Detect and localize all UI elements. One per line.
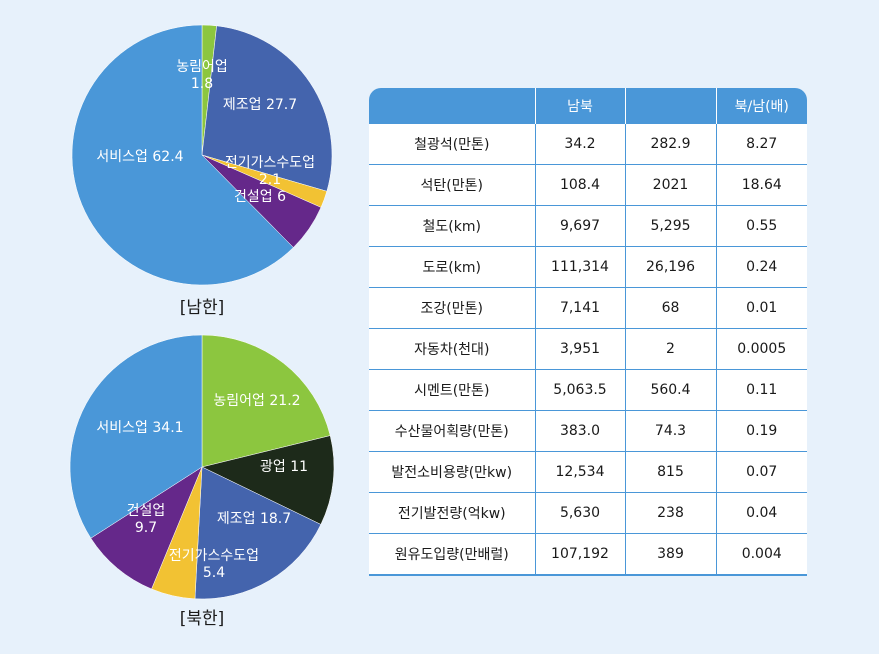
table-cell: 8.27 [716,124,807,165]
table-cell: 도로(km) [369,246,536,288]
table-cell: 18.64 [716,164,807,206]
table-row: 철도(km) 9,697 5,295 0.55 [369,205,807,247]
pie-slice [90,466,203,590]
pie-slice [71,24,294,286]
table-cell: 자동차(천대) [369,328,536,370]
table-cell: 0.01 [716,287,807,329]
pie-caption: [남한] [180,298,225,318]
table-cell: 0.0005 [716,328,807,370]
table-cell: 0.11 [716,369,807,411]
table-cell: 238 [625,492,717,534]
table-cell: 5,295 [625,205,717,247]
table-row: 조강(만톤) 7,141 68 0.01 [369,287,807,329]
table-cell: 0.24 [716,246,807,288]
table-row: 철광석(만톤) 34.2 282.9 8.27 [369,124,807,165]
comparison-table: 남북 북/남(배) 철광석(만톤) 34.2 282.9 8.27 석탄(만톤) 108.… [369,88,807,576]
pie-slice [69,334,203,539]
table-cell: 철도(km) [369,205,536,247]
table-cell: 2021 [625,164,717,206]
table-cell: 383.0 [535,410,626,452]
pie-slice [194,466,322,600]
table-cell: 0.19 [716,410,807,452]
table-row: 수산물어획량(만톤) 383.0 74.3 0.19 [369,410,807,452]
table-row: 자동차(천대) 3,951 2 0.0005 [369,328,807,370]
pie-data-label: 전기가스수도업 5.4 [169,548,259,581]
table-cell: 0.55 [716,205,807,247]
table-cell: 3,951 [535,328,626,370]
table-header-cell: 북/남(배) [716,88,807,124]
pie-data-label: 서비스업 34.1 [96,420,183,436]
table-cell: 5,063.5 [535,369,626,411]
table-cell: 원유도입량(만배럴) [369,533,536,576]
table-cell: 9,697 [535,205,626,247]
pie-slice [201,334,331,468]
pie-data-label: 서비스업 62.4 [96,149,183,165]
table-cell: 조강(만톤) [369,287,536,329]
table-header-cell [625,88,717,124]
pie-slice [201,25,333,192]
table-cell: 108.4 [535,164,626,206]
table-cell: 5,630 [535,492,626,534]
table-cell: 111,314 [535,246,626,288]
table-row: 도로(km) 111,314 26,196 0.24 [369,246,807,288]
pie-data-label: 건설업 9.7 [127,503,166,536]
table-header-row: 남북 북/남(배) [369,88,807,124]
table-cell: 7,141 [535,287,626,329]
table-cell: 68 [625,287,717,329]
table-cell: 전기발전량(억kw) [369,492,536,534]
pie-caption: [북한] [180,609,225,629]
pie-data-label: 광업 11 [260,459,308,475]
table-cell: 560.4 [625,369,717,411]
pie-data-label: 전기가스수도업 2.1 [225,155,315,188]
pie-data-label: 제조업 27.7 [223,97,297,113]
table-cell: 815 [625,451,717,493]
table-row: 발전소비용량(만kw) 12,534 815 0.07 [369,451,807,493]
table-row: 시멘트(만톤) 5,063.5 560.4 0.11 [369,369,807,411]
table-cell: 0.07 [716,451,807,493]
table-header-cell [369,88,536,124]
pie-data-label: 농림어업 21.2 [213,393,300,409]
table-row: 전기발전량(억kw) 5,630 238 0.04 [369,492,807,534]
pie-data-label: 농림어업 1.8 [176,59,228,92]
table-cell: 철광석(만톤) [369,124,536,165]
table-cell: 26,196 [625,246,717,288]
table-cell: 74.3 [625,410,717,452]
table-row: 원유도입량(만배럴) 107,192 389 0.004 [369,533,807,576]
pie-data-label: 건설업 6 [234,189,286,205]
table-cell: 수산물어획량(만톤) [369,410,536,452]
table-header-cell: 남북 [535,88,626,124]
table-cell: 시멘트(만톤) [369,369,536,411]
table-cell: 12,534 [535,451,626,493]
table-cell: 389 [625,533,717,576]
table-cell: 282.9 [625,124,717,165]
table-cell: 발전소비용량(만kw) [369,451,536,493]
table-cell: 석탄(만톤) [369,164,536,206]
pie-slice [201,435,335,525]
table-cell: 0.04 [716,492,807,534]
table-cell: 34.2 [535,124,626,165]
table-row: 석탄(만톤) 108.4 2021 18.64 [369,164,807,206]
table-cell: 2 [625,328,717,370]
table-cell: 0.004 [716,533,807,576]
table-cell: 107,192 [535,533,626,576]
pie-data-label: 제조업 18.7 [217,511,291,527]
